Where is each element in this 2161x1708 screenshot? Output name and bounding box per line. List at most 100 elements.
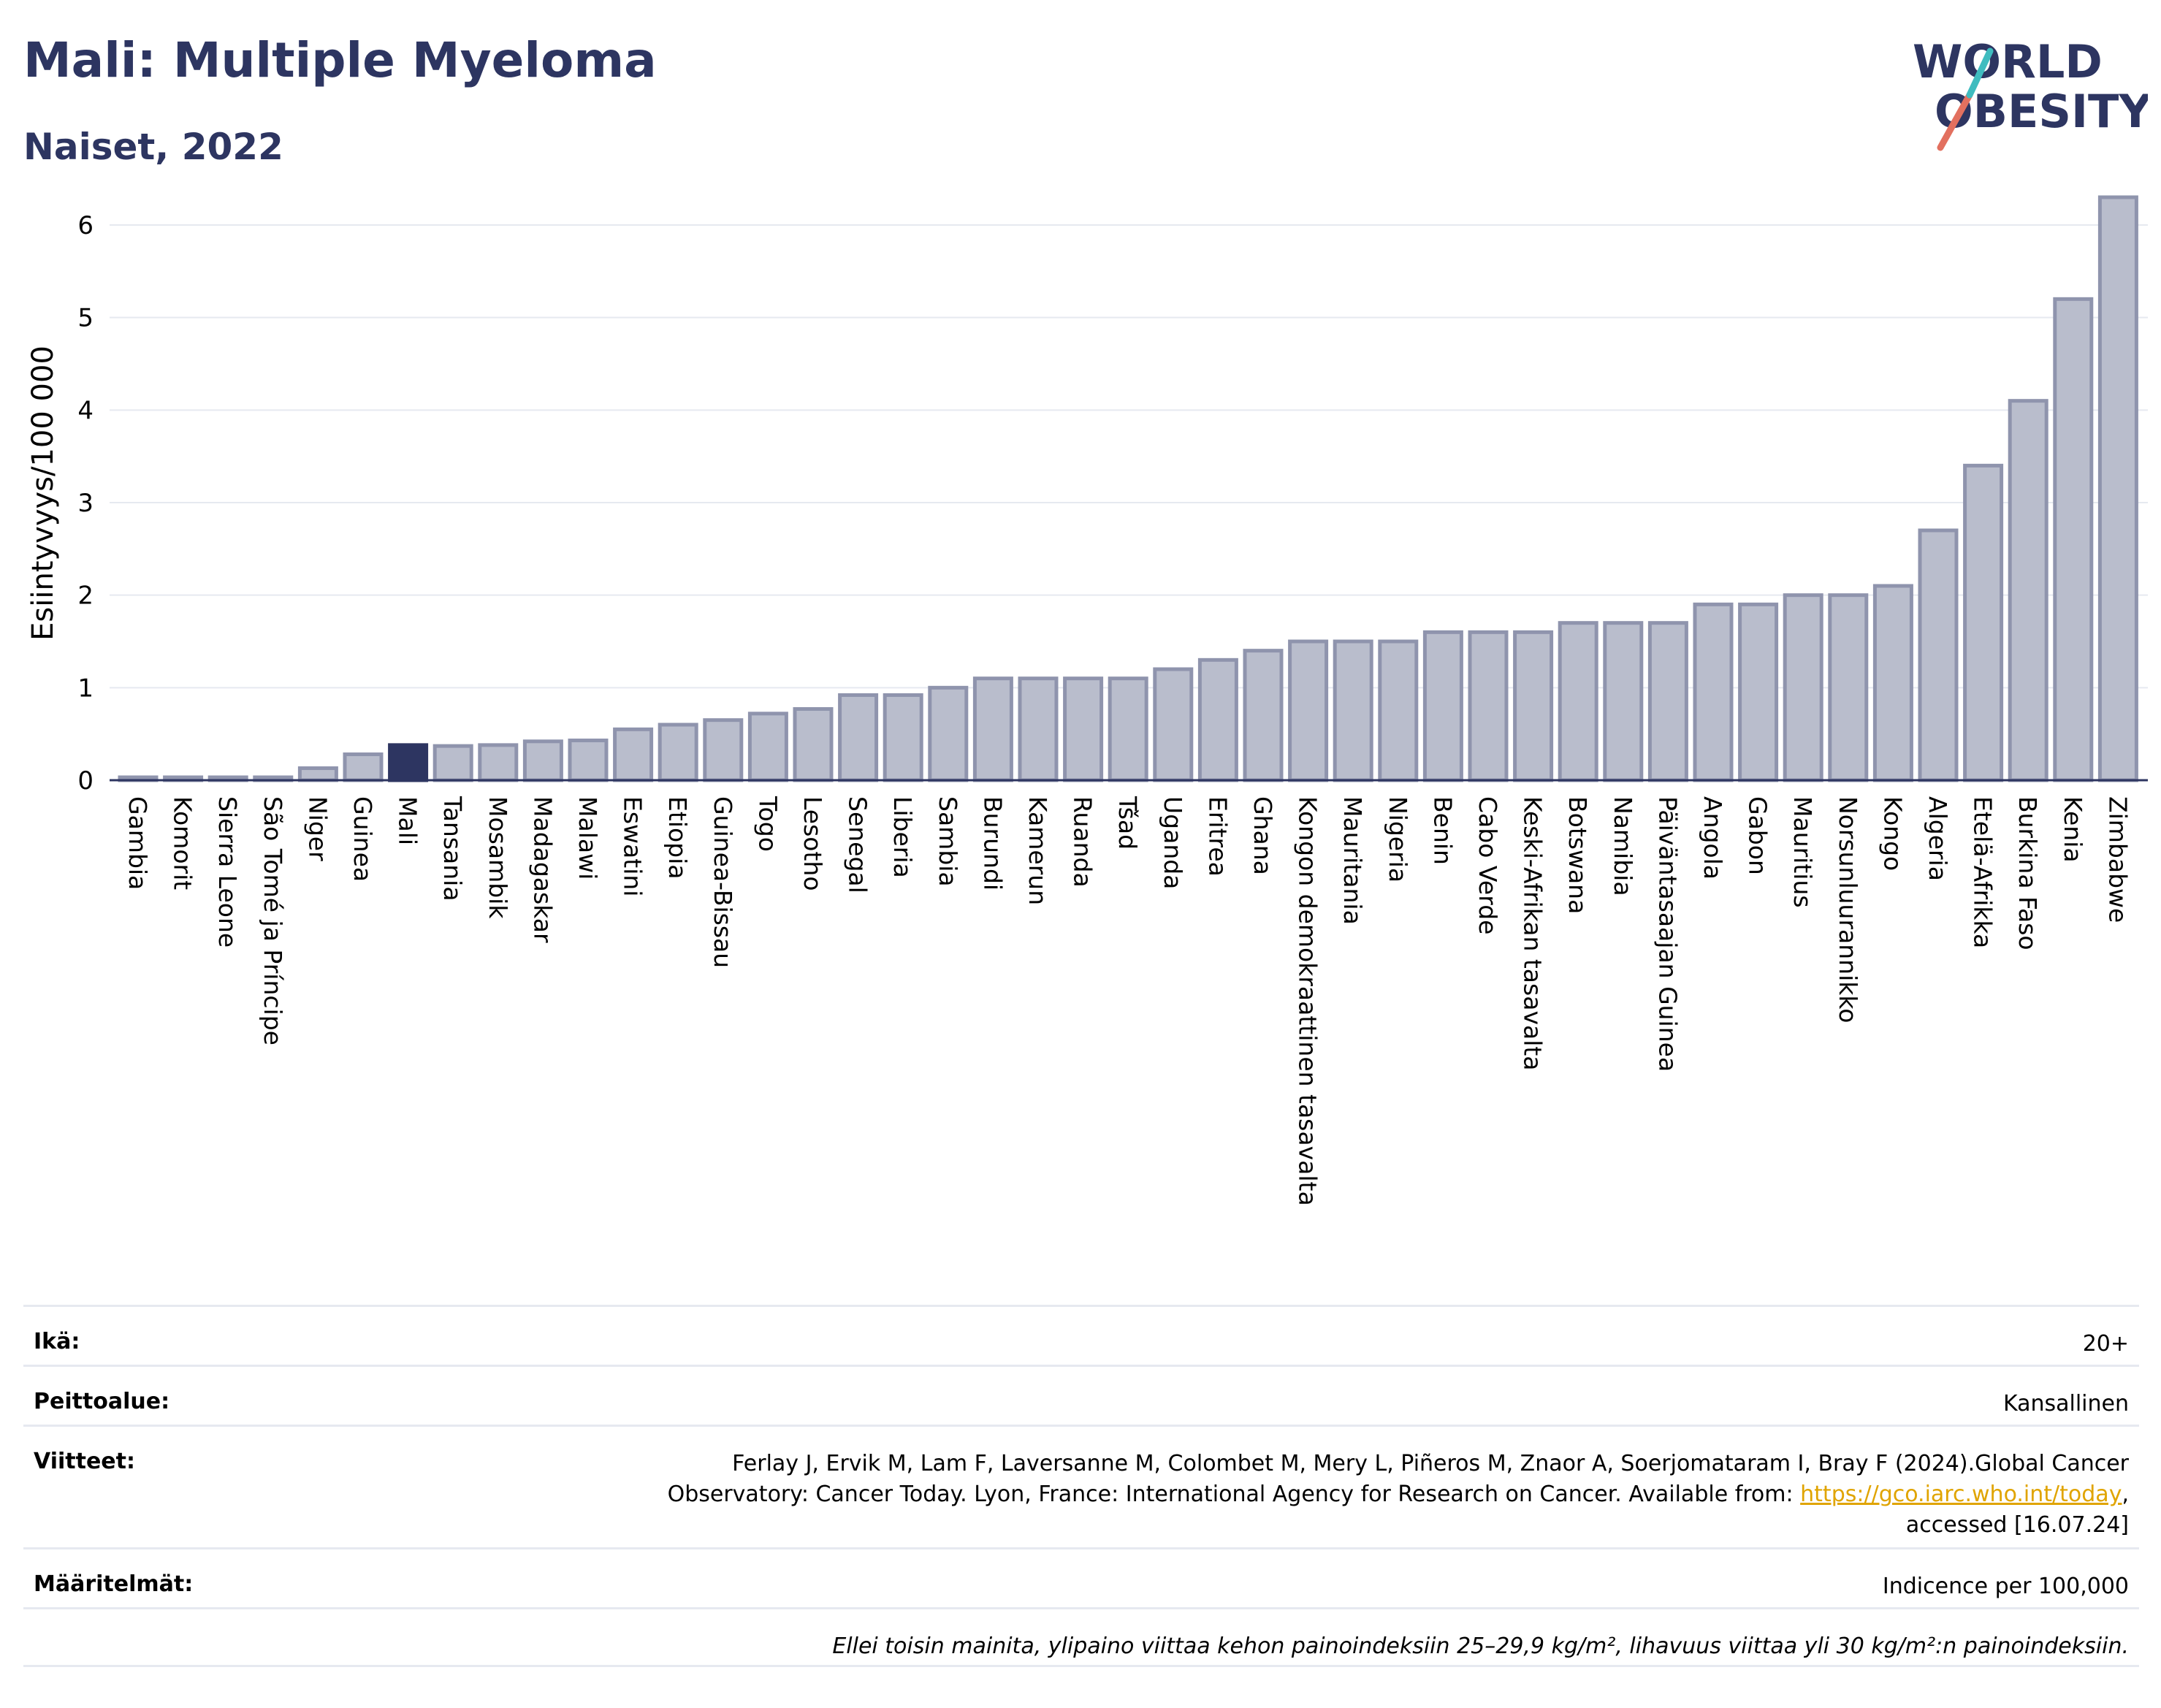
x-tick-label: Norsunluurannikko bbox=[1834, 796, 1862, 1023]
x-tick-label: Etelä-Afrikka bbox=[1969, 796, 1997, 948]
bar bbox=[2053, 297, 2094, 782]
bar bbox=[1558, 621, 1598, 782]
x-tick-label: Kamerun bbox=[1024, 796, 1052, 905]
coverage-value: Kansallinen bbox=[2002, 1391, 2129, 1417]
x-tick-label: Sierra Leone bbox=[213, 796, 242, 948]
footnote: Ellei toisin mainita, ylipaino viittaa k… bbox=[832, 1633, 2129, 1659]
x-tick-label: Sambia bbox=[934, 796, 962, 887]
x-tick-label: Uganda bbox=[1159, 796, 1187, 889]
y-tick-label: 1 bbox=[77, 674, 94, 703]
y-tick-label: 0 bbox=[77, 766, 94, 796]
x-tick-label: Guinea bbox=[348, 796, 377, 882]
x-tick-label: Cabo Verde bbox=[1474, 796, 1502, 934]
x-tick-label: Mauritania bbox=[1338, 796, 1367, 925]
bar bbox=[568, 739, 609, 782]
bars bbox=[118, 195, 2138, 782]
bar bbox=[1918, 528, 1959, 782]
bar bbox=[2097, 195, 2138, 782]
x-tick-label: Namibia bbox=[1609, 796, 1637, 896]
chart-subtitle: Naiset, 2022 bbox=[23, 126, 283, 168]
bar bbox=[793, 706, 834, 782]
age-value: 20+ bbox=[2082, 1331, 2129, 1357]
x-axis-labels: Gambia Komorit Sierra Leone São Tomé ja Prí… bbox=[123, 796, 2132, 1206]
bar bbox=[1333, 639, 1373, 782]
x-tick-label: Tšad bbox=[1113, 796, 1142, 850]
x-tick-label: Tansania bbox=[438, 796, 467, 901]
x-tick-label: Ruanda bbox=[1069, 796, 1097, 888]
logo-line1: WORLD bbox=[1913, 35, 2103, 88]
bar bbox=[1513, 630, 1554, 782]
x-tick-label: Niger bbox=[303, 796, 332, 861]
world-obesity-logo: WORLD OBESITY bbox=[1913, 35, 2148, 151]
x-tick-label: Kongon demokraattinen tasavalta bbox=[1294, 796, 1322, 1206]
bar bbox=[432, 744, 473, 782]
bar bbox=[883, 693, 923, 782]
bar bbox=[1647, 621, 1688, 782]
bar bbox=[1378, 639, 1419, 782]
x-tick-label: Burkina Faso bbox=[2013, 796, 2042, 950]
x-tick-label: Päiväntasaajan Guinea bbox=[1653, 796, 1682, 1072]
age-label: Ikä: bbox=[34, 1329, 80, 1354]
bar-highlighted bbox=[388, 743, 429, 782]
bar bbox=[1153, 667, 1194, 782]
definitions-label: Määritelmät: bbox=[34, 1571, 194, 1597]
x-tick-label: São Tomé ja Príncipe bbox=[259, 796, 287, 1045]
bar bbox=[838, 693, 879, 782]
x-tick-label: Ghana bbox=[1249, 796, 1277, 875]
bar bbox=[1828, 593, 1869, 782]
bar bbox=[658, 723, 698, 782]
info-row-coverage: Peittoalue: Kansallinen bbox=[23, 1365, 2139, 1425]
x-tick-label: Mauritius bbox=[1788, 796, 1817, 908]
references-label: Viitteet: bbox=[34, 1449, 135, 1474]
bar bbox=[703, 718, 744, 782]
chart-title: Mali: Multiple Myeloma bbox=[23, 32, 657, 88]
bar bbox=[972, 676, 1013, 782]
bar bbox=[613, 727, 654, 782]
bar bbox=[1243, 649, 1284, 782]
references-link[interactable]: https://gco.iarc.who.int/today bbox=[1800, 1482, 2122, 1507]
y-axis-label: Esiintyvyys/100 000 bbox=[26, 346, 60, 641]
references-line2-end: , bbox=[2122, 1482, 2129, 1507]
y-tick-label: 6 bbox=[77, 211, 94, 240]
info-row-references: Viitteet: Ferlay J, Ervik M, Lam F, Lave… bbox=[23, 1425, 2139, 1547]
bar bbox=[928, 685, 969, 782]
x-tick-label: Nigeria bbox=[1384, 796, 1412, 882]
bar bbox=[478, 743, 519, 782]
y-axis-ticks: 0 1 2 3 4 5 6 bbox=[77, 211, 94, 796]
bar bbox=[1603, 621, 1644, 782]
x-tick-label: Eswatini bbox=[619, 796, 647, 896]
bar bbox=[1738, 602, 1779, 782]
x-tick-label: Gabon bbox=[1744, 796, 1772, 875]
bar bbox=[1063, 676, 1104, 782]
x-tick-label: Kenia bbox=[2059, 796, 2087, 863]
x-tick-label: Burundi bbox=[978, 796, 1007, 891]
info-table: Ikä: 20+ Peittoalue: Kansallinen Viittee… bbox=[23, 1305, 2139, 1667]
bar bbox=[1197, 657, 1238, 782]
bar bbox=[1963, 463, 2004, 782]
x-tick-label: Lesotho bbox=[799, 796, 827, 891]
y-tick-label: 5 bbox=[77, 304, 94, 333]
x-tick-label: Etiopia bbox=[663, 796, 692, 880]
y-tick-label: 3 bbox=[77, 489, 94, 518]
x-tick-label: Malawi bbox=[573, 796, 602, 880]
bar bbox=[1872, 584, 1913, 782]
x-tick-label: Zimbabwe bbox=[2103, 796, 2132, 923]
bar bbox=[1288, 639, 1329, 782]
x-tick-label: Gambia bbox=[123, 796, 152, 890]
coverage-label: Peittoalue: bbox=[34, 1389, 170, 1414]
x-tick-label: Eritrea bbox=[1203, 796, 1232, 877]
x-tick-label: Kongo bbox=[1878, 796, 1907, 871]
info-row-definitions: Määritelmät: Indicence per 100,000 bbox=[23, 1547, 2139, 1607]
x-tick-label: Togo bbox=[753, 796, 782, 852]
bar bbox=[1783, 593, 1823, 782]
x-tick-label: Komorit bbox=[169, 796, 197, 890]
x-tick-label: Benin bbox=[1428, 796, 1457, 865]
bar bbox=[1468, 630, 1509, 782]
bar bbox=[1108, 676, 1148, 782]
bar bbox=[1018, 676, 1059, 782]
bar-chart: 0 1 2 3 4 5 6 Gambia Komorit Sierra Leone São Tom… bbox=[26, 195, 2148, 1206]
references-value: Ferlay J, Ervik M, Lam F, Laversanne M, … bbox=[668, 1449, 2129, 1541]
bar bbox=[1693, 602, 1734, 782]
x-tick-label: Algeria bbox=[1924, 796, 1952, 881]
x-tick-label: Madagaskar bbox=[528, 796, 557, 943]
